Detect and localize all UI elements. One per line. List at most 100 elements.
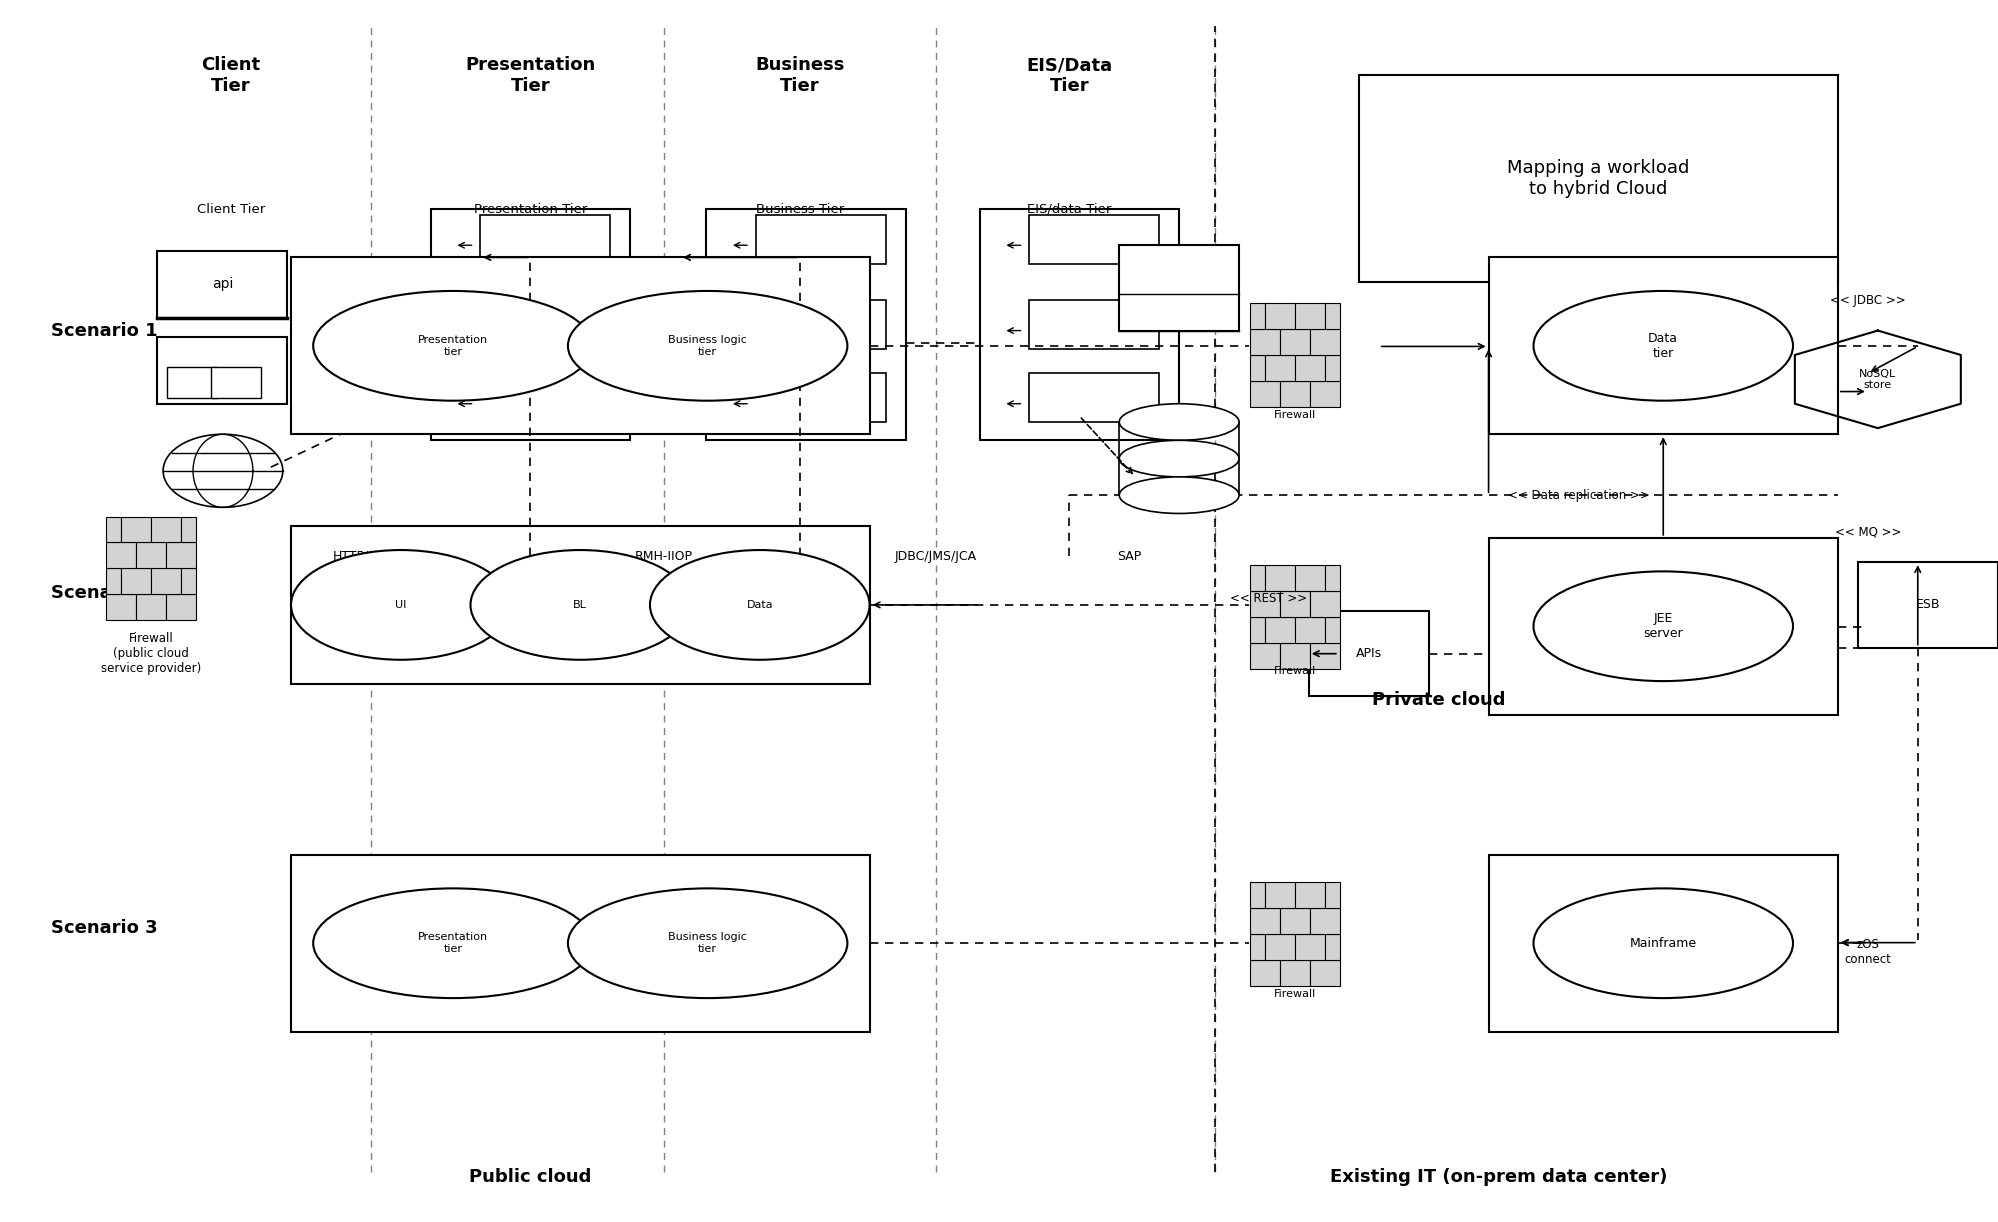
Bar <box>1249 960 1279 986</box>
Bar <box>152 517 182 543</box>
Bar <box>122 517 152 543</box>
Bar <box>166 543 196 568</box>
Bar <box>1265 617 1295 643</box>
Bar <box>1265 354 1295 381</box>
Bar <box>1489 538 1836 715</box>
Text: << REST >>: << REST >> <box>1231 593 1307 605</box>
Bar <box>1249 381 1279 407</box>
Bar <box>1119 246 1239 331</box>
Text: NoSQL
store: NoSQL store <box>1858 369 1896 390</box>
Text: api: api <box>212 277 234 291</box>
Text: Data: Data <box>745 600 773 610</box>
Bar <box>1279 591 1309 617</box>
Bar <box>182 568 196 594</box>
Bar <box>166 594 196 620</box>
Ellipse shape <box>314 888 591 998</box>
Bar <box>1309 960 1339 986</box>
Bar <box>1325 354 1339 381</box>
Text: Public cloud: Public cloud <box>470 1168 591 1187</box>
Bar <box>290 258 869 434</box>
Bar <box>1325 566 1339 591</box>
Text: << Data replication >>: << Data replication >> <box>1506 489 1648 502</box>
Bar <box>1249 354 1265 381</box>
Ellipse shape <box>1532 572 1792 681</box>
Bar <box>158 337 286 403</box>
Text: Scenario 3: Scenario 3 <box>52 919 158 937</box>
Bar <box>152 568 182 594</box>
Text: Client Tier: Client Tier <box>196 203 266 215</box>
Text: RMH-IIOP: RMH-IIOP <box>635 550 693 562</box>
Bar <box>182 517 196 543</box>
Bar <box>755 373 885 422</box>
Text: Scenario 2: Scenario 2 <box>52 584 158 601</box>
Bar <box>1249 303 1265 329</box>
Text: Existing IT (on-prem data center): Existing IT (on-prem data center) <box>1329 1168 1666 1187</box>
Bar <box>1279 381 1309 407</box>
Bar <box>1249 934 1265 960</box>
Bar <box>1279 329 1309 354</box>
Bar <box>106 543 136 568</box>
Text: Data
tier: Data tier <box>1648 332 1678 359</box>
Bar <box>1309 908 1339 934</box>
Bar <box>1249 566 1265 591</box>
Bar <box>1249 617 1265 643</box>
Bar <box>1249 591 1279 617</box>
Bar <box>1325 934 1339 960</box>
Bar <box>1279 960 1309 986</box>
Bar <box>480 373 609 422</box>
Bar <box>1295 303 1325 329</box>
Bar <box>1295 882 1325 908</box>
Bar <box>1279 908 1309 934</box>
Bar <box>1249 882 1265 908</box>
Bar <box>1295 934 1325 960</box>
Bar <box>106 594 136 620</box>
Bar <box>290 855 869 1031</box>
Bar <box>212 367 262 397</box>
Bar <box>106 517 122 543</box>
Text: BL: BL <box>573 600 587 610</box>
Bar <box>1489 855 1836 1031</box>
Ellipse shape <box>1532 888 1792 998</box>
Bar <box>1325 882 1339 908</box>
Text: Business
Tier: Business Tier <box>755 56 843 95</box>
Bar <box>1295 617 1325 643</box>
Ellipse shape <box>470 550 689 660</box>
Text: HTTP/HTTPS: HTTP/HTTPS <box>332 550 410 562</box>
Bar <box>430 209 629 440</box>
Bar <box>1265 934 1295 960</box>
Ellipse shape <box>292 550 509 660</box>
Bar <box>480 301 609 348</box>
Ellipse shape <box>649 550 869 660</box>
Bar <box>1265 882 1295 908</box>
Text: Business logic
tier: Business logic tier <box>667 932 747 954</box>
Bar <box>979 209 1179 440</box>
Ellipse shape <box>567 888 847 998</box>
Bar <box>480 215 609 264</box>
Text: EIS/Data
Tier: EIS/Data Tier <box>1025 56 1111 95</box>
Bar <box>1309 643 1339 668</box>
Text: Presentation
tier: Presentation tier <box>418 335 488 357</box>
Text: Business Tier: Business Tier <box>755 203 843 215</box>
Text: << MQ >>: << MQ >> <box>1834 525 1900 538</box>
Bar <box>1279 643 1309 668</box>
Text: SAP: SAP <box>1117 550 1141 562</box>
Bar <box>1265 303 1295 329</box>
Ellipse shape <box>567 291 847 401</box>
Bar <box>136 543 166 568</box>
Bar <box>1309 329 1339 354</box>
Ellipse shape <box>1532 291 1792 401</box>
Text: JDBC/JMS/JCA: JDBC/JMS/JCA <box>895 550 977 562</box>
Bar <box>1309 611 1429 697</box>
Ellipse shape <box>314 291 591 401</box>
Text: Mapping a workload
to hybrid Cloud: Mapping a workload to hybrid Cloud <box>1506 159 1688 198</box>
Bar <box>122 568 152 594</box>
Text: APIs: APIs <box>1355 648 1381 660</box>
Text: Firewall
(public cloud
service provider): Firewall (public cloud service provider) <box>102 632 202 676</box>
Text: Private cloud: Private cloud <box>1371 690 1504 709</box>
Text: UI: UI <box>396 600 406 610</box>
Bar <box>1249 908 1279 934</box>
Bar <box>1249 643 1279 668</box>
Text: Presentation
tier: Presentation tier <box>418 932 488 954</box>
Text: EIS/data Tier: EIS/data Tier <box>1027 203 1111 215</box>
Bar <box>158 252 286 319</box>
